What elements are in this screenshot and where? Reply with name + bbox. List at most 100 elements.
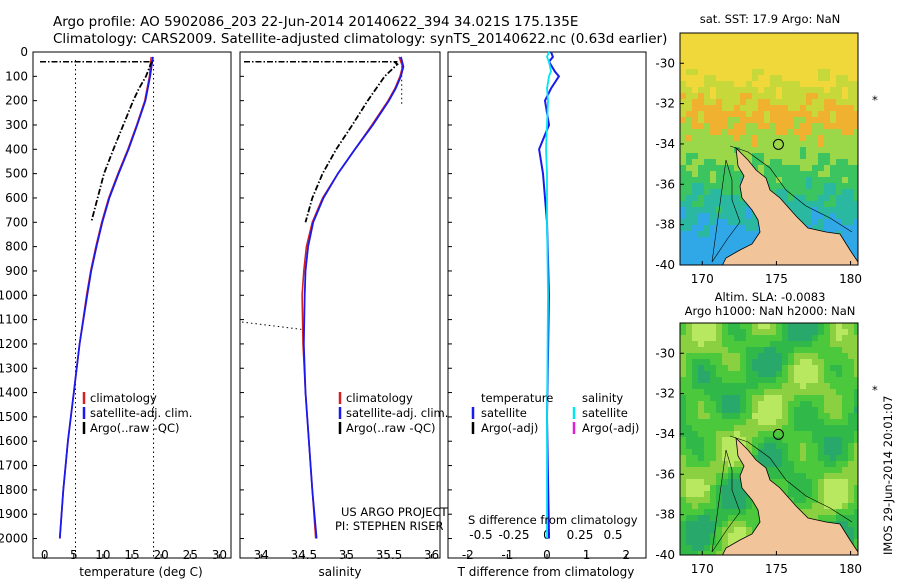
temperature-tick-label: 10: [95, 548, 110, 562]
lat-tick-label: -40: [655, 258, 675, 272]
sst-map: sat. SST: 17.9 Argo: NaN 170 175 180 -30 -32…: [655, 12, 862, 286]
lon-tick-label: 170: [691, 562, 714, 576]
title-line1: Argo profile: AO 5902086_203 22-Jun-2014…: [53, 14, 578, 30]
t-difference-xlabel: T difference from climatology: [457, 565, 635, 579]
depth-tick-label: 1000: [0, 288, 28, 302]
s-difference-tick-label: 0.25: [567, 528, 594, 542]
sla-map-title-1: Altim. SLA: -0.0083: [715, 290, 826, 304]
project-label: US ARGO PROJECT: [341, 505, 449, 519]
legend-s-argo: Argo(-adj): [582, 421, 639, 435]
lat-tick-label: -34: [655, 427, 675, 441]
depth-tick-label: 700: [5, 215, 28, 229]
legend-climatology: climatology: [346, 391, 413, 405]
legend-climatology: climatology: [90, 391, 157, 405]
legend-argo: Argo(..raw -QC): [90, 421, 180, 435]
depth-tick-label: 100: [5, 69, 28, 83]
depth-tick-label: 1400: [0, 386, 28, 400]
argo-line: [90, 61, 154, 223]
legend-satellite: satellite-adj. clim.: [346, 406, 448, 420]
lat-tick-label: -36: [655, 467, 675, 481]
s-difference-tick-label: 0.5: [603, 528, 622, 542]
temperature-tick-label: 20: [153, 548, 168, 562]
map-marker-star: *: [872, 93, 878, 107]
depth-tick-label: 0: [20, 45, 28, 59]
depth-tick-label: 600: [5, 191, 28, 205]
t-difference-tick-label: 2: [622, 548, 630, 562]
salinity-tick-label: 34: [254, 548, 269, 562]
s-difference-tick-labels: -0.5 -0.25 0 0.25 0.5: [469, 528, 622, 542]
temperature-legend: climatology satellite-adj. clim. Argo(..…: [82, 391, 192, 435]
depth-tick-label: 1100: [0, 313, 28, 327]
depth-tick-label: 800: [5, 240, 28, 254]
depth-tick-label: 1900: [0, 507, 28, 521]
depth-tick-label: 300: [5, 118, 28, 132]
s-difference-tick-label: -0.5: [469, 528, 492, 542]
lon-tick-label: 170: [691, 272, 714, 286]
temperature-xlabel: temperature (deg C): [79, 565, 202, 579]
depth-tick-label: 2000: [0, 532, 28, 546]
depth-tick-label: 1500: [0, 410, 28, 424]
satellite-line: [302, 56, 405, 539]
t-difference-tick-label: 0: [543, 548, 551, 562]
legend-t-satellite: satellite: [481, 406, 527, 420]
temperature-tick-label: 5: [70, 548, 78, 562]
salinity-panel: 34 34.5 35 35.5 36 salinity climatology sate…: [239, 51, 449, 579]
salinity-tick-label: 34.5: [290, 548, 317, 562]
lat-tick-label: -32: [655, 387, 675, 401]
float-location-marker: [772, 138, 784, 150]
t-difference-tick-label: -1: [501, 548, 513, 562]
lon-tick-label: 175: [765, 272, 788, 286]
t-satellite-line: [538, 51, 561, 539]
depth-tick-label: 1300: [0, 361, 28, 375]
legend-s-satellite: satellite: [582, 406, 628, 420]
temperature-axes: [32, 51, 232, 559]
temperature-tick-label: 25: [183, 548, 198, 562]
lon-tick-label: 180: [839, 562, 862, 576]
legend-salinity-heading: salinity: [582, 391, 623, 405]
temperature-tick-label: 30: [212, 548, 227, 562]
depth-tick-label: 400: [5, 142, 28, 156]
salinity-tick-labels: 34 34.5 35 35.5 36: [254, 548, 439, 562]
shelf-contour: [711, 145, 853, 263]
t-difference-tick-label: 1: [583, 548, 591, 562]
difference-panel: -2 -1 0 1 2 -0.5 -0.25 0 0.25 0.5 S difference f…: [447, 51, 647, 579]
depth-tick-label: 1600: [0, 434, 28, 448]
argo-deep-segment: [241, 321, 302, 330]
salinity-tick-label: 36: [424, 548, 439, 562]
temperature-panel: 0100200300400500600700800900100011001200…: [0, 45, 452, 579]
argo-line: [304, 60, 399, 223]
legend-temperature-heading: temperature: [481, 391, 553, 405]
map-marker-star: *: [872, 383, 878, 397]
depth-tick-label: 1800: [0, 483, 28, 497]
lon-tick-label: 180: [839, 272, 862, 286]
lat-tick-label: -34: [655, 137, 675, 151]
salinity-axes: [239, 51, 441, 559]
legend-satellite: satellite-adj. clim.: [90, 406, 192, 420]
satellite-line: [58, 56, 154, 539]
depth-tick-labels: 0 100 200 300 400 500 600 700 800 900 1000 1100 1200…: [0, 45, 452, 546]
s-difference-label: S difference from climatology: [468, 513, 638, 527]
depth-tick-label: 500: [5, 167, 28, 181]
sla-map: Altim. SLA: -0.0083 Argo h1000: NaN h200…: [655, 290, 895, 576]
lat-tick-label: -38: [655, 508, 675, 522]
lat-tick-label: -40: [655, 548, 675, 562]
depth-tick-label: 200: [5, 94, 28, 108]
t-difference-tick-label: -2: [462, 548, 474, 562]
t-difference-tick-labels: -2 -1 0 1 2: [462, 548, 630, 562]
sla-field: [680, 323, 858, 555]
new-zealand-land: [722, 146, 858, 265]
depth-tick-label: 1700: [0, 459, 28, 473]
temperature-tick-labels: 0 5 10 15 20 25 30: [41, 548, 227, 562]
climatology-line: [301, 56, 404, 539]
sla-map-ticks: 170 175 180 -30 -32 -34 -36 -38 -40: [655, 346, 862, 576]
title-line2: Climatology: CARS2009. Satellite-adjuste…: [53, 31, 667, 47]
temperature-tick-label: 0: [41, 548, 49, 562]
imos-timestamp: IMOS 29-Jun-2014 20:01:07: [881, 396, 895, 555]
lat-tick-label: -30: [655, 346, 675, 360]
depth-tick-label: 1200: [0, 337, 28, 351]
sst-map-title: sat. SST: 17.9 Argo: NaN: [700, 12, 841, 26]
lon-tick-label: 175: [765, 562, 788, 576]
temperature-tick-label: 15: [124, 548, 139, 562]
s-difference-tick-label: -0.25: [498, 528, 529, 542]
